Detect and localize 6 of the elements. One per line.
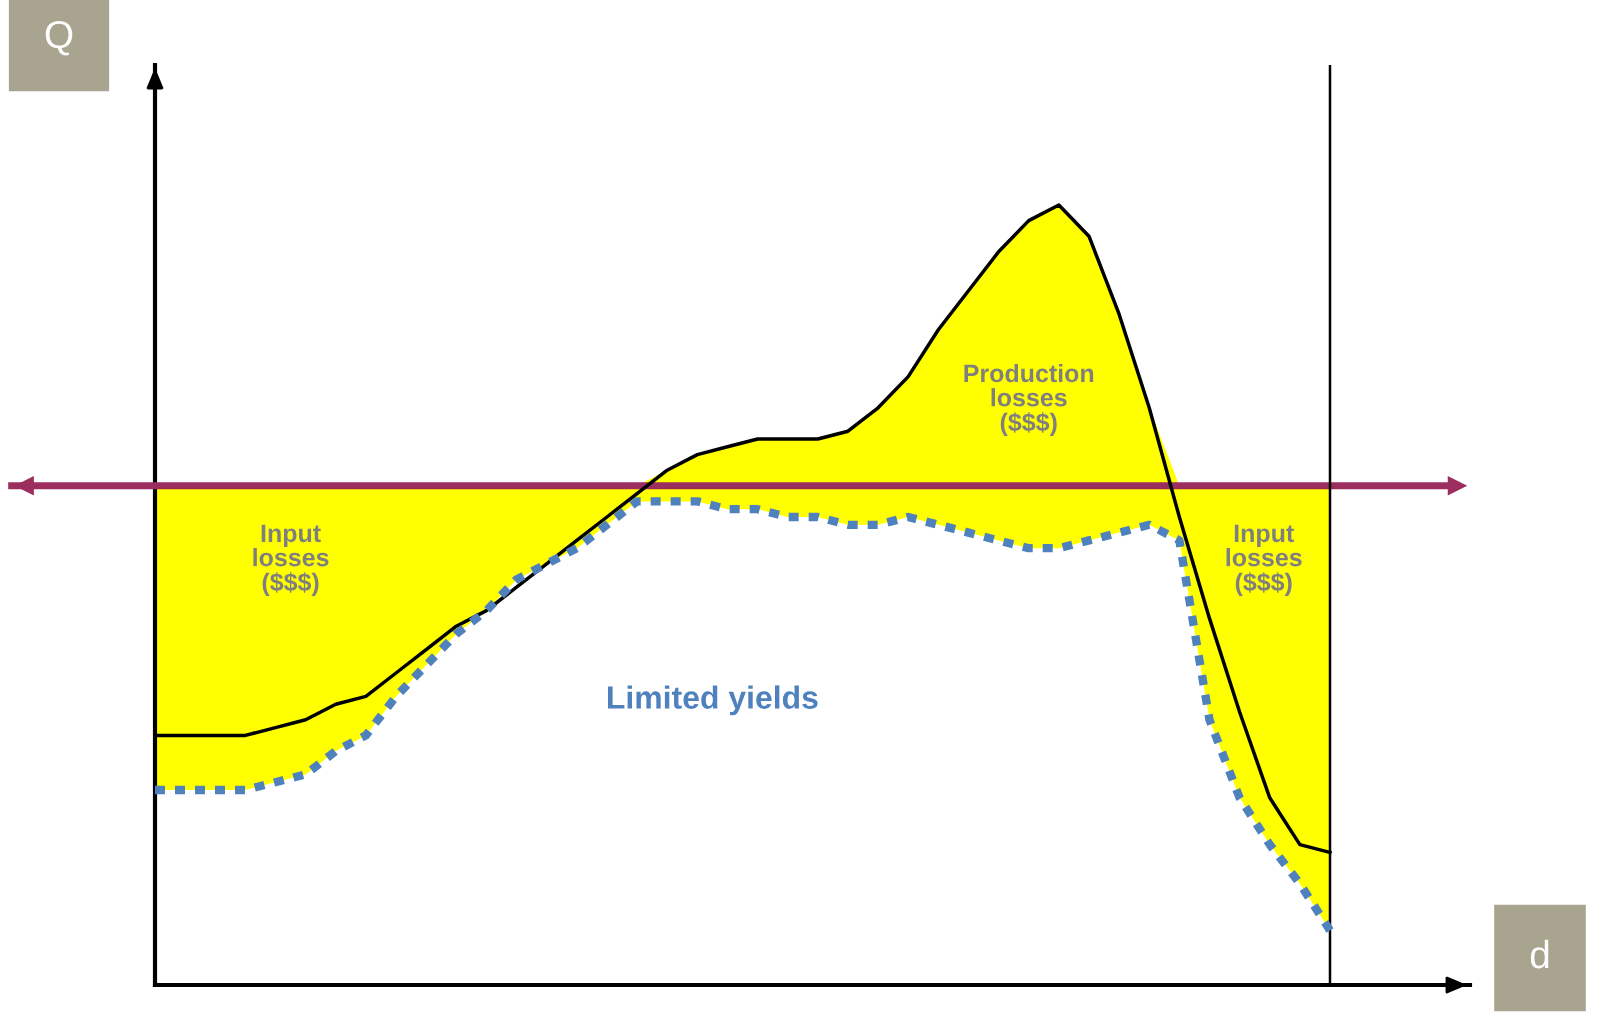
annotation: Limited yields [608, 685, 818, 716]
annotation: Production losses ($$$) [964, 363, 1094, 437]
x-axis-title: d [1530, 939, 1549, 969]
y-axis-title: Q [45, 20, 73, 56]
annotation: Input losses ($$$) [253, 524, 329, 596]
annotation: Input losses ($$$) [1226, 524, 1302, 596]
